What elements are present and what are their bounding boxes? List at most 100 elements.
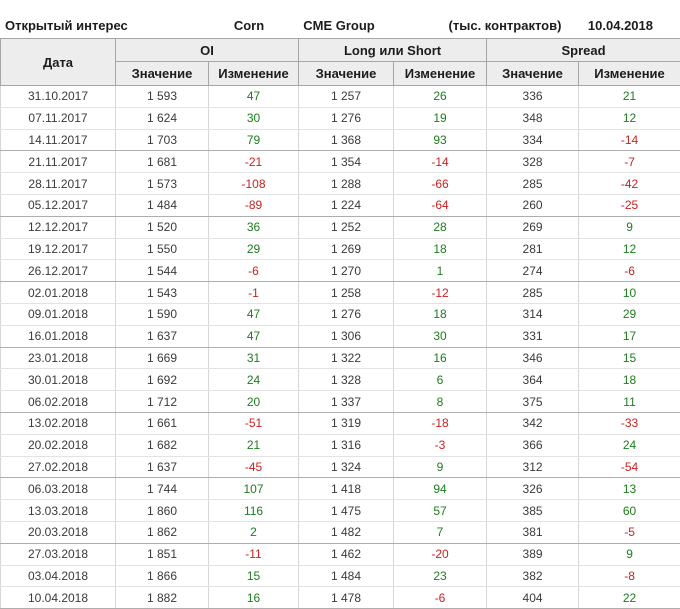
cell-spread-value: 281 (486, 238, 580, 261)
cell-long-value: 1 319 (298, 412, 395, 435)
cell-spread-value: 348 (486, 107, 580, 130)
table-row: 27.02.2018 1 637 -45 1 324 9 312 -54 (0, 456, 680, 479)
cell-spread-change: 10 (578, 281, 680, 304)
table-row: 02.01.2018 1 543 -1 1 258 -12 285 10 (0, 281, 680, 304)
cell-date: 31.10.2017 (0, 85, 116, 108)
cell-spread-change: -42 (578, 172, 680, 195)
cell-long-change: 8 (393, 390, 488, 413)
cell-oi-value: 1 882 (115, 586, 209, 609)
cell-date: 26.12.2017 (0, 259, 116, 283)
cell-long-value: 1 316 (298, 434, 395, 457)
table-row: 20.03.2018 1 862 2 1 482 7 381 -5 (0, 521, 680, 544)
cell-spread-change: 11 (578, 390, 680, 413)
cell-long-value: 1 337 (298, 390, 395, 413)
cell-oi-change: -108 (207, 172, 300, 195)
cell-spread-value: 260 (486, 194, 580, 217)
cell-long-change: 30 (393, 325, 488, 348)
cell-spread-change: -5 (578, 521, 680, 544)
cell-spread-change: -54 (578, 456, 680, 479)
cell-spread-value: 385 (486, 499, 580, 522)
col-group-oi: OI (114, 38, 300, 62)
cell-oi-change: 20 (207, 390, 300, 413)
table-row: 14.11.2017 1 703 79 1 368 93 334 -14 (0, 129, 680, 152)
cell-spread-value: 404 (486, 586, 580, 609)
cell-long-change: 28 (393, 216, 488, 239)
cell-long-value: 1 257 (298, 85, 395, 108)
cell-oi-value: 1 682 (115, 434, 209, 457)
cell-date: 10.04.2018 (0, 586, 116, 609)
cell-long-change: 1 (393, 259, 488, 283)
cell-spread-value: 336 (486, 85, 580, 108)
report-title: Открытый интерес (5, 18, 128, 33)
cell-spread-value: 375 (486, 390, 580, 413)
cell-date: 27.02.2018 (0, 456, 116, 479)
cell-oi-change: 47 (207, 85, 300, 108)
table-row: 30.01.2018 1 692 24 1 328 6 364 18 (0, 368, 680, 392)
cell-long-value: 1 328 (298, 368, 395, 392)
col-header-oi-value: Значение (115, 61, 209, 86)
cell-oi-value: 1 544 (115, 259, 209, 283)
cell-oi-change: -1 (207, 281, 300, 304)
cell-long-change: 18 (393, 238, 488, 261)
cell-long-change: 57 (393, 499, 488, 522)
cell-date: 02.01.2018 (0, 281, 116, 304)
cell-long-value: 1 324 (298, 456, 395, 479)
col-header-date: Дата (0, 38, 116, 86)
cell-date: 14.11.2017 (0, 129, 116, 152)
cell-oi-value: 1 661 (115, 412, 209, 435)
cell-spread-change: 13 (578, 477, 680, 501)
cell-spread-change: 21 (578, 85, 680, 108)
cell-oi-value: 1 520 (115, 216, 209, 239)
table-row: 06.02.2018 1 712 20 1 337 8 375 11 (0, 390, 680, 413)
report-date: 10.04.2018 (587, 18, 653, 33)
table-row: 10.04.2018 1 882 16 1 478 -6 404 22 (0, 586, 680, 609)
cell-date: 20.03.2018 (0, 521, 116, 544)
cell-long-change: -6 (393, 586, 488, 609)
cell-spread-change: -8 (578, 565, 680, 588)
col-group-spread: Spread (486, 38, 680, 62)
cell-oi-value: 1 851 (115, 543, 209, 566)
cell-spread-value: 328 (486, 150, 580, 174)
cell-oi-value: 1 866 (115, 565, 209, 588)
cell-long-value: 1 270 (298, 259, 395, 283)
cell-date: 03.04.2018 (0, 565, 116, 588)
table-row: 19.12.2017 1 550 29 1 269 18 281 12 (0, 238, 680, 261)
cell-long-value: 1 269 (298, 238, 395, 261)
table-header: Дата OI Long или Short Spread Значение И… (0, 38, 680, 86)
cell-long-value: 1 484 (298, 565, 395, 588)
cell-oi-change: 29 (207, 238, 300, 261)
table-row: 16.01.2018 1 637 47 1 306 30 331 17 (0, 325, 680, 348)
cell-oi-value: 1 703 (115, 129, 209, 152)
cell-long-change: -20 (393, 543, 488, 566)
cell-long-change: -64 (393, 194, 488, 217)
cell-date: 21.11.2017 (0, 150, 116, 174)
instrument-name: Corn (233, 18, 265, 33)
cell-long-value: 1 462 (298, 543, 395, 566)
cell-oi-value: 1 637 (115, 456, 209, 479)
cell-spread-change: 18 (578, 368, 680, 392)
cell-oi-change: 15 (207, 565, 300, 588)
cell-oi-change: -89 (207, 194, 300, 217)
cell-long-value: 1 252 (298, 216, 395, 239)
cell-long-value: 1 276 (298, 303, 395, 326)
table-row: 03.04.2018 1 866 15 1 484 23 382 -8 (0, 565, 680, 588)
cell-long-change: -18 (393, 412, 488, 435)
cell-long-value: 1 258 (298, 281, 395, 304)
open-interest-table: Дата OI Long или Short Spread Значение И… (0, 38, 680, 609)
cell-spread-change: -14 (578, 129, 680, 152)
cell-oi-value: 1 624 (115, 107, 209, 130)
cell-spread-value: 381 (486, 521, 580, 544)
table-row: 05.12.2017 1 484 -89 1 224 -64 260 -25 (0, 194, 680, 217)
cell-spread-value: 364 (486, 368, 580, 392)
table-row: 31.10.2017 1 593 47 1 257 26 336 21 (0, 85, 680, 108)
cell-long-change: -14 (393, 150, 488, 174)
cell-date: 05.12.2017 (0, 194, 116, 217)
cell-oi-change: 36 (207, 216, 300, 239)
cell-oi-change: 47 (207, 325, 300, 348)
cell-oi-change: 79 (207, 129, 300, 152)
cell-oi-value: 1 862 (115, 521, 209, 544)
cell-long-change: 23 (393, 565, 488, 588)
cell-spread-change: 60 (578, 499, 680, 522)
cell-spread-change: 24 (578, 434, 680, 457)
